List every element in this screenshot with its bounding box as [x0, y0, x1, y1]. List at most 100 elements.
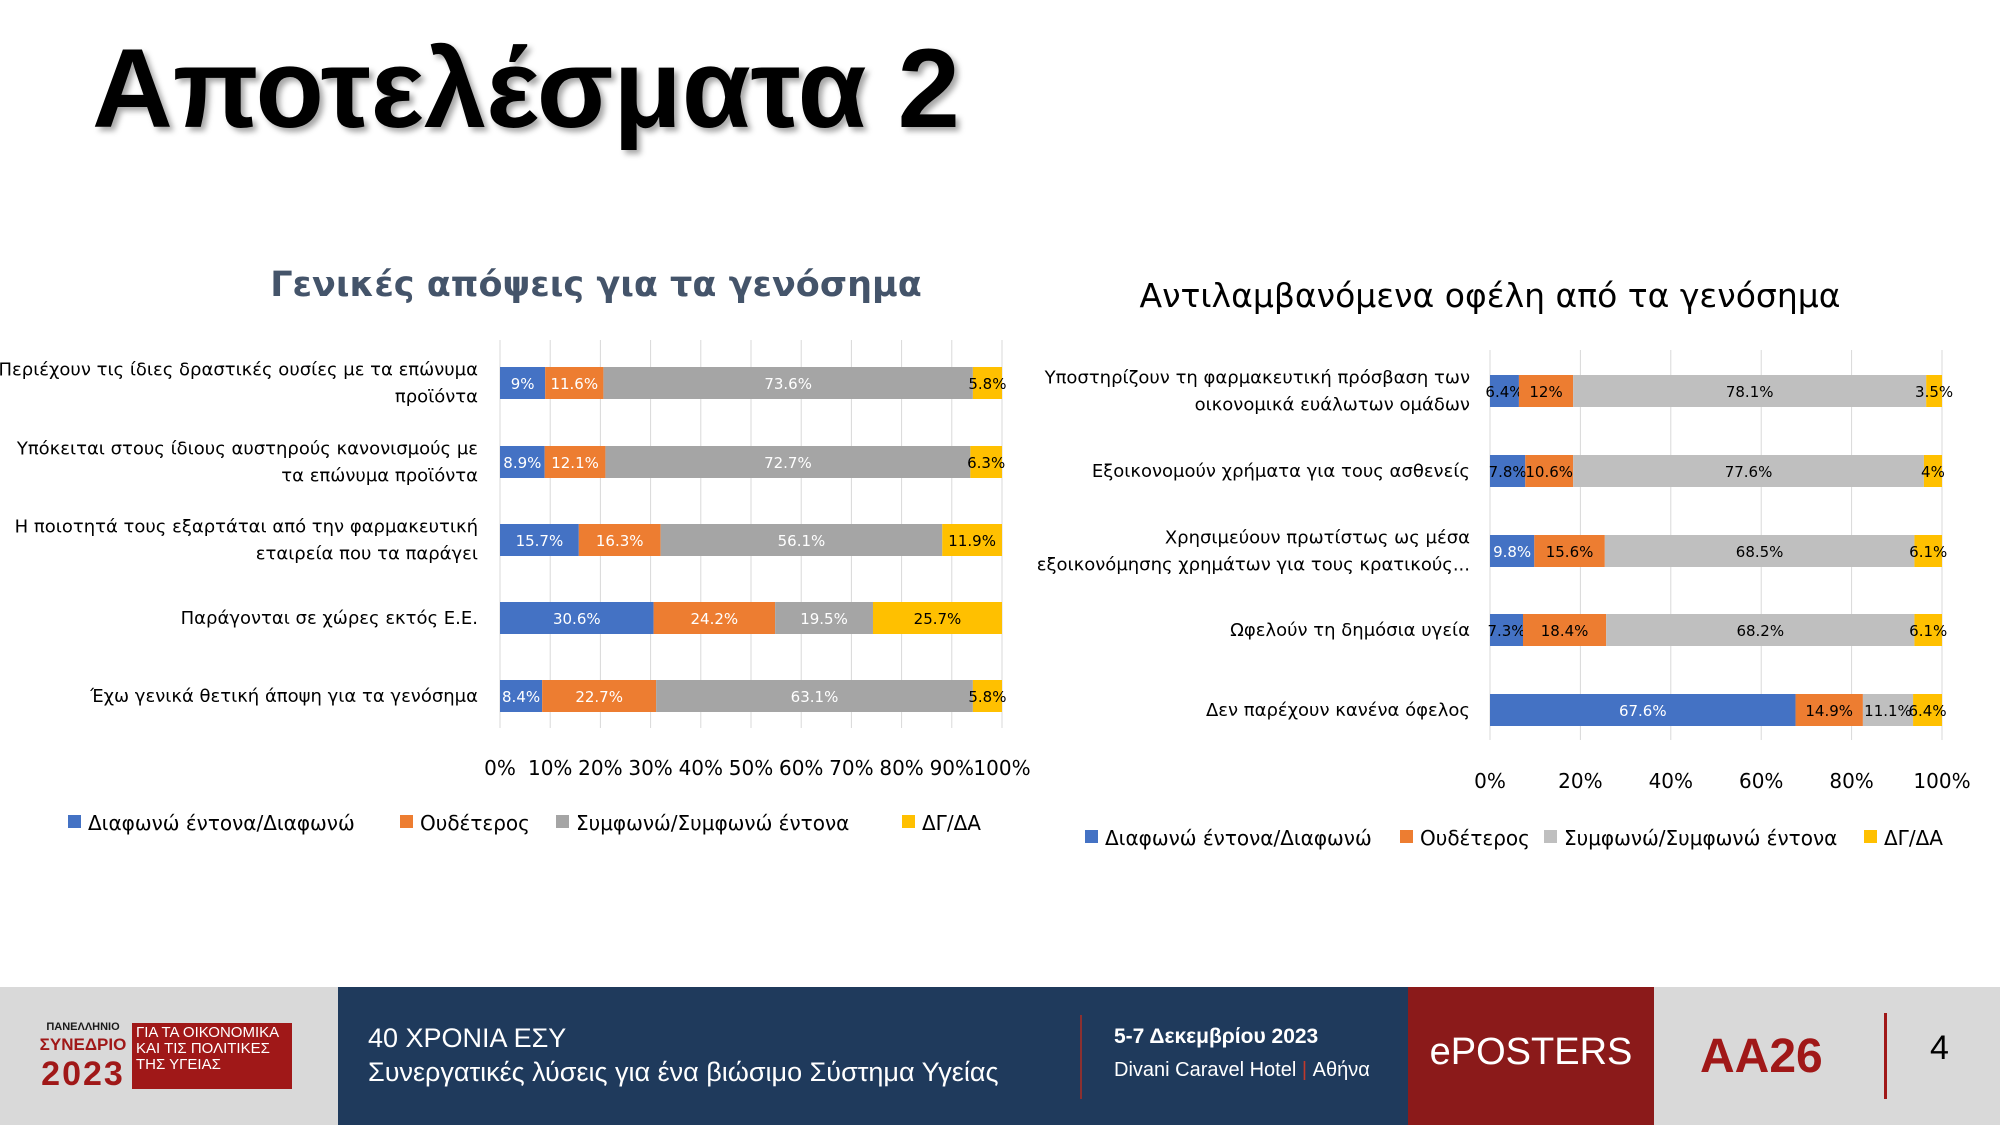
data-label: 9.8% [1493, 543, 1531, 561]
legend-swatch [556, 815, 569, 828]
data-label: 11.9% [948, 532, 996, 550]
data-label: 78.1% [1726, 383, 1774, 401]
data-label: 12.1% [551, 454, 599, 472]
category-label: Υποστηρίζουν τη φαρμακευτική πρόσβαση τω… [1044, 368, 1470, 389]
bar-segment [544, 446, 606, 478]
bar-segment [1604, 535, 1915, 567]
bar-segment [1525, 455, 1574, 487]
category-label: οικονομικά ευάλωτων ομάδων [1195, 395, 1470, 416]
data-label: 68.5% [1736, 543, 1784, 561]
x-tick-label: 80% [1829, 769, 1873, 793]
bar-segment [775, 602, 873, 634]
legend-swatch [1544, 830, 1557, 843]
bar-segment [578, 524, 661, 556]
poster-divider [1884, 1013, 1887, 1099]
footer-date: 5-7 Δεκεμβρίου 2023 [1114, 1025, 1319, 1048]
bar-segment [500, 680, 543, 712]
data-label: 25.7% [914, 610, 962, 628]
x-tick-label: 20% [578, 756, 622, 780]
bar-segment [1518, 375, 1574, 407]
x-tick-label: 0% [1474, 769, 1506, 793]
bar-segment [500, 367, 546, 399]
category-label: τα επώνυμα προϊόντα [281, 466, 478, 487]
data-label: 67.6% [1619, 702, 1667, 720]
data-label: 8.9% [503, 454, 541, 472]
legend-swatch [68, 815, 81, 828]
bar-segment [1490, 694, 1796, 726]
eposters-block: ePOSTERS [1408, 987, 1654, 1125]
data-label: 6.1% [1909, 543, 1947, 561]
category-label: Εξοικονομούν χρήματα για τους ασθενείς [1092, 461, 1470, 482]
legend-label: ΔΓ/ΔΑ [922, 811, 981, 835]
venue-city: Αθήνα [1312, 1059, 1370, 1081]
data-label: 9% [511, 375, 535, 393]
logo-box-line: ΚΑΙ ΤΙΣ ΠΟΛΙΤΙΚΕΣ [136, 1040, 270, 1057]
data-label: 14.9% [1805, 702, 1853, 720]
bar-segment [1490, 535, 1535, 567]
footer-divider [1080, 1015, 1082, 1099]
bar-segment [500, 446, 545, 478]
data-label: 16.3% [596, 532, 644, 550]
legend-label: ΔΓ/ΔΑ [1884, 826, 1943, 850]
data-label: 11.1% [1864, 702, 1912, 720]
bar-segment [1573, 455, 1924, 487]
legend-swatch [1400, 830, 1413, 843]
data-label: 24.2% [691, 610, 739, 628]
bar-segment [1923, 455, 1942, 487]
category-label: Χρησιμεύουν πρωτίστως ως μέσα [1165, 528, 1470, 549]
bar-segment [542, 680, 657, 712]
x-tick-label: 40% [679, 756, 723, 780]
data-label: 30.6% [553, 610, 601, 628]
data-label: 12% [1529, 383, 1562, 401]
legend-label: Διαφωνώ έντονα/Διαφωνώ [88, 811, 355, 835]
data-label: 15.6% [1546, 543, 1594, 561]
x-tick-label: 30% [628, 756, 672, 780]
legend-label: Συμφωνώ/Συμφωνώ έντονα [1564, 826, 1837, 850]
data-label: 3.5% [1915, 383, 1953, 401]
x-tick-label: 0% [484, 756, 516, 780]
poster-id-block: AA26 4 [1654, 987, 2000, 1125]
bar-segment [1534, 535, 1605, 567]
data-label: 7.8% [1489, 463, 1527, 481]
data-label: 73.6% [764, 375, 812, 393]
eposters-label: ePOSTERS [1429, 1031, 1633, 1073]
x-tick-label: 60% [1739, 769, 1783, 793]
x-tick-label: 100% [1913, 769, 1970, 793]
data-label: 63.1% [791, 688, 839, 706]
bar-segment [1926, 375, 1942, 407]
bar-segment [1862, 694, 1914, 726]
category-label: Ωφελούν τη δημόσια υγεία [1230, 620, 1470, 641]
poster-code: AA26 [1700, 1030, 1823, 1083]
category-label: εταιρεία που τα παράγει [256, 544, 478, 565]
data-label: 10.6% [1525, 463, 1573, 481]
x-tick-label: 100% [973, 756, 1030, 780]
data-label: 56.1% [778, 532, 826, 550]
legend-swatch [1864, 830, 1877, 843]
footer-subtitle: Συνεργατικές λύσεις για ένα βιώσιμο Σύστ… [368, 1057, 999, 1087]
bar-segment [942, 524, 1002, 556]
bar-segment [970, 446, 1002, 478]
bar-segment [1914, 614, 1942, 646]
logo-year-text: 2023 [41, 1055, 125, 1093]
bar-segment [1795, 694, 1863, 726]
logo-mid-text: ΣΥΝΕΔΡΙΟ [39, 1035, 127, 1054]
bar-segment [653, 602, 776, 634]
category-label: προϊόντα [395, 387, 478, 408]
bar-segment [500, 602, 654, 634]
legend-label: Συμφωνώ/Συμφωνώ έντονα [576, 811, 849, 835]
category-label: εξοικονόμησης χρημάτων για τους κρατικού… [1037, 555, 1470, 576]
bar-segment [1914, 535, 1942, 567]
data-label: 11.6% [550, 375, 598, 393]
bar-segment [1490, 375, 1519, 407]
venue-name: Divani Caravel Hotel [1114, 1059, 1297, 1081]
data-label: 6.3% [967, 454, 1005, 472]
data-label: 6.4% [1908, 702, 1946, 720]
bar-segment [1490, 455, 1526, 487]
bar-segment [1490, 614, 1523, 646]
footer-venue: Divani Caravel Hotel | Αθήνα [1114, 1059, 1370, 1082]
category-label: Έχω γενικά θετική άποψη για τα γενόσημα [89, 686, 478, 707]
x-tick-label: 10% [528, 756, 572, 780]
legend-label: Διαφωνώ έντονα/Διαφωνώ [1105, 826, 1372, 850]
data-label: 5.8% [968, 688, 1006, 706]
bar-segment [872, 602, 1002, 634]
